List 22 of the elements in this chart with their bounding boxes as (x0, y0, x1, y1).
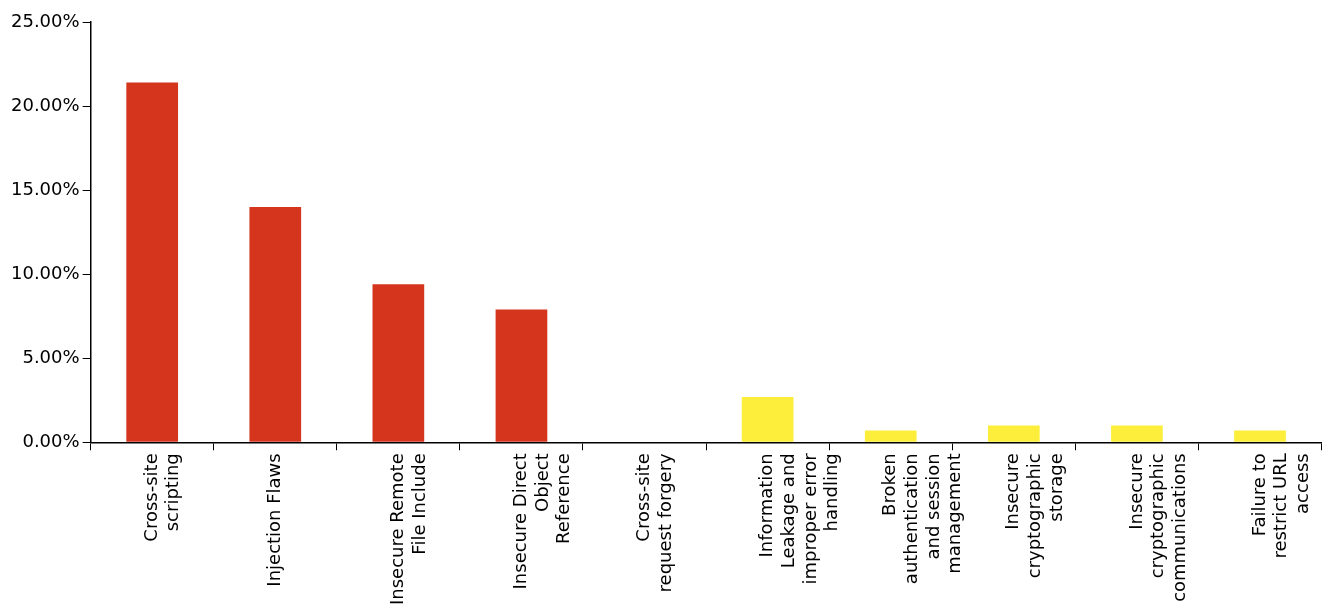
bar (741, 396, 794, 442)
y-tick-label: 0.00% (22, 429, 80, 451)
y-tick-label: 15.00% (10, 177, 80, 199)
y-tick-label: 25.00% (10, 9, 80, 31)
bar (372, 284, 425, 442)
x-tick-label: Cross-site scripting (139, 453, 183, 542)
x-tick-label: Information Leakage and improper error handling (755, 452, 842, 585)
bar (864, 430, 917, 442)
bar (495, 309, 548, 442)
bar (249, 206, 302, 442)
y-tick-label: 10.00% (10, 261, 80, 283)
x-tick-label: Insecure Remote File Include (386, 453, 429, 606)
bar (987, 425, 1040, 442)
y-tick-label: 5.00% (22, 345, 80, 367)
bar (1234, 430, 1286, 442)
x-tick-label: Failure to restrict URL access (1247, 453, 1312, 559)
y-tick-label: 20.00% (10, 93, 80, 115)
x-tick-label: Cross-site request forgery (632, 452, 675, 593)
bar (126, 82, 179, 442)
bar (1111, 425, 1163, 442)
x-tick-label: Insecure Direct Object Reference (509, 453, 574, 590)
x-tick-label: Injection Flaws (262, 453, 284, 587)
